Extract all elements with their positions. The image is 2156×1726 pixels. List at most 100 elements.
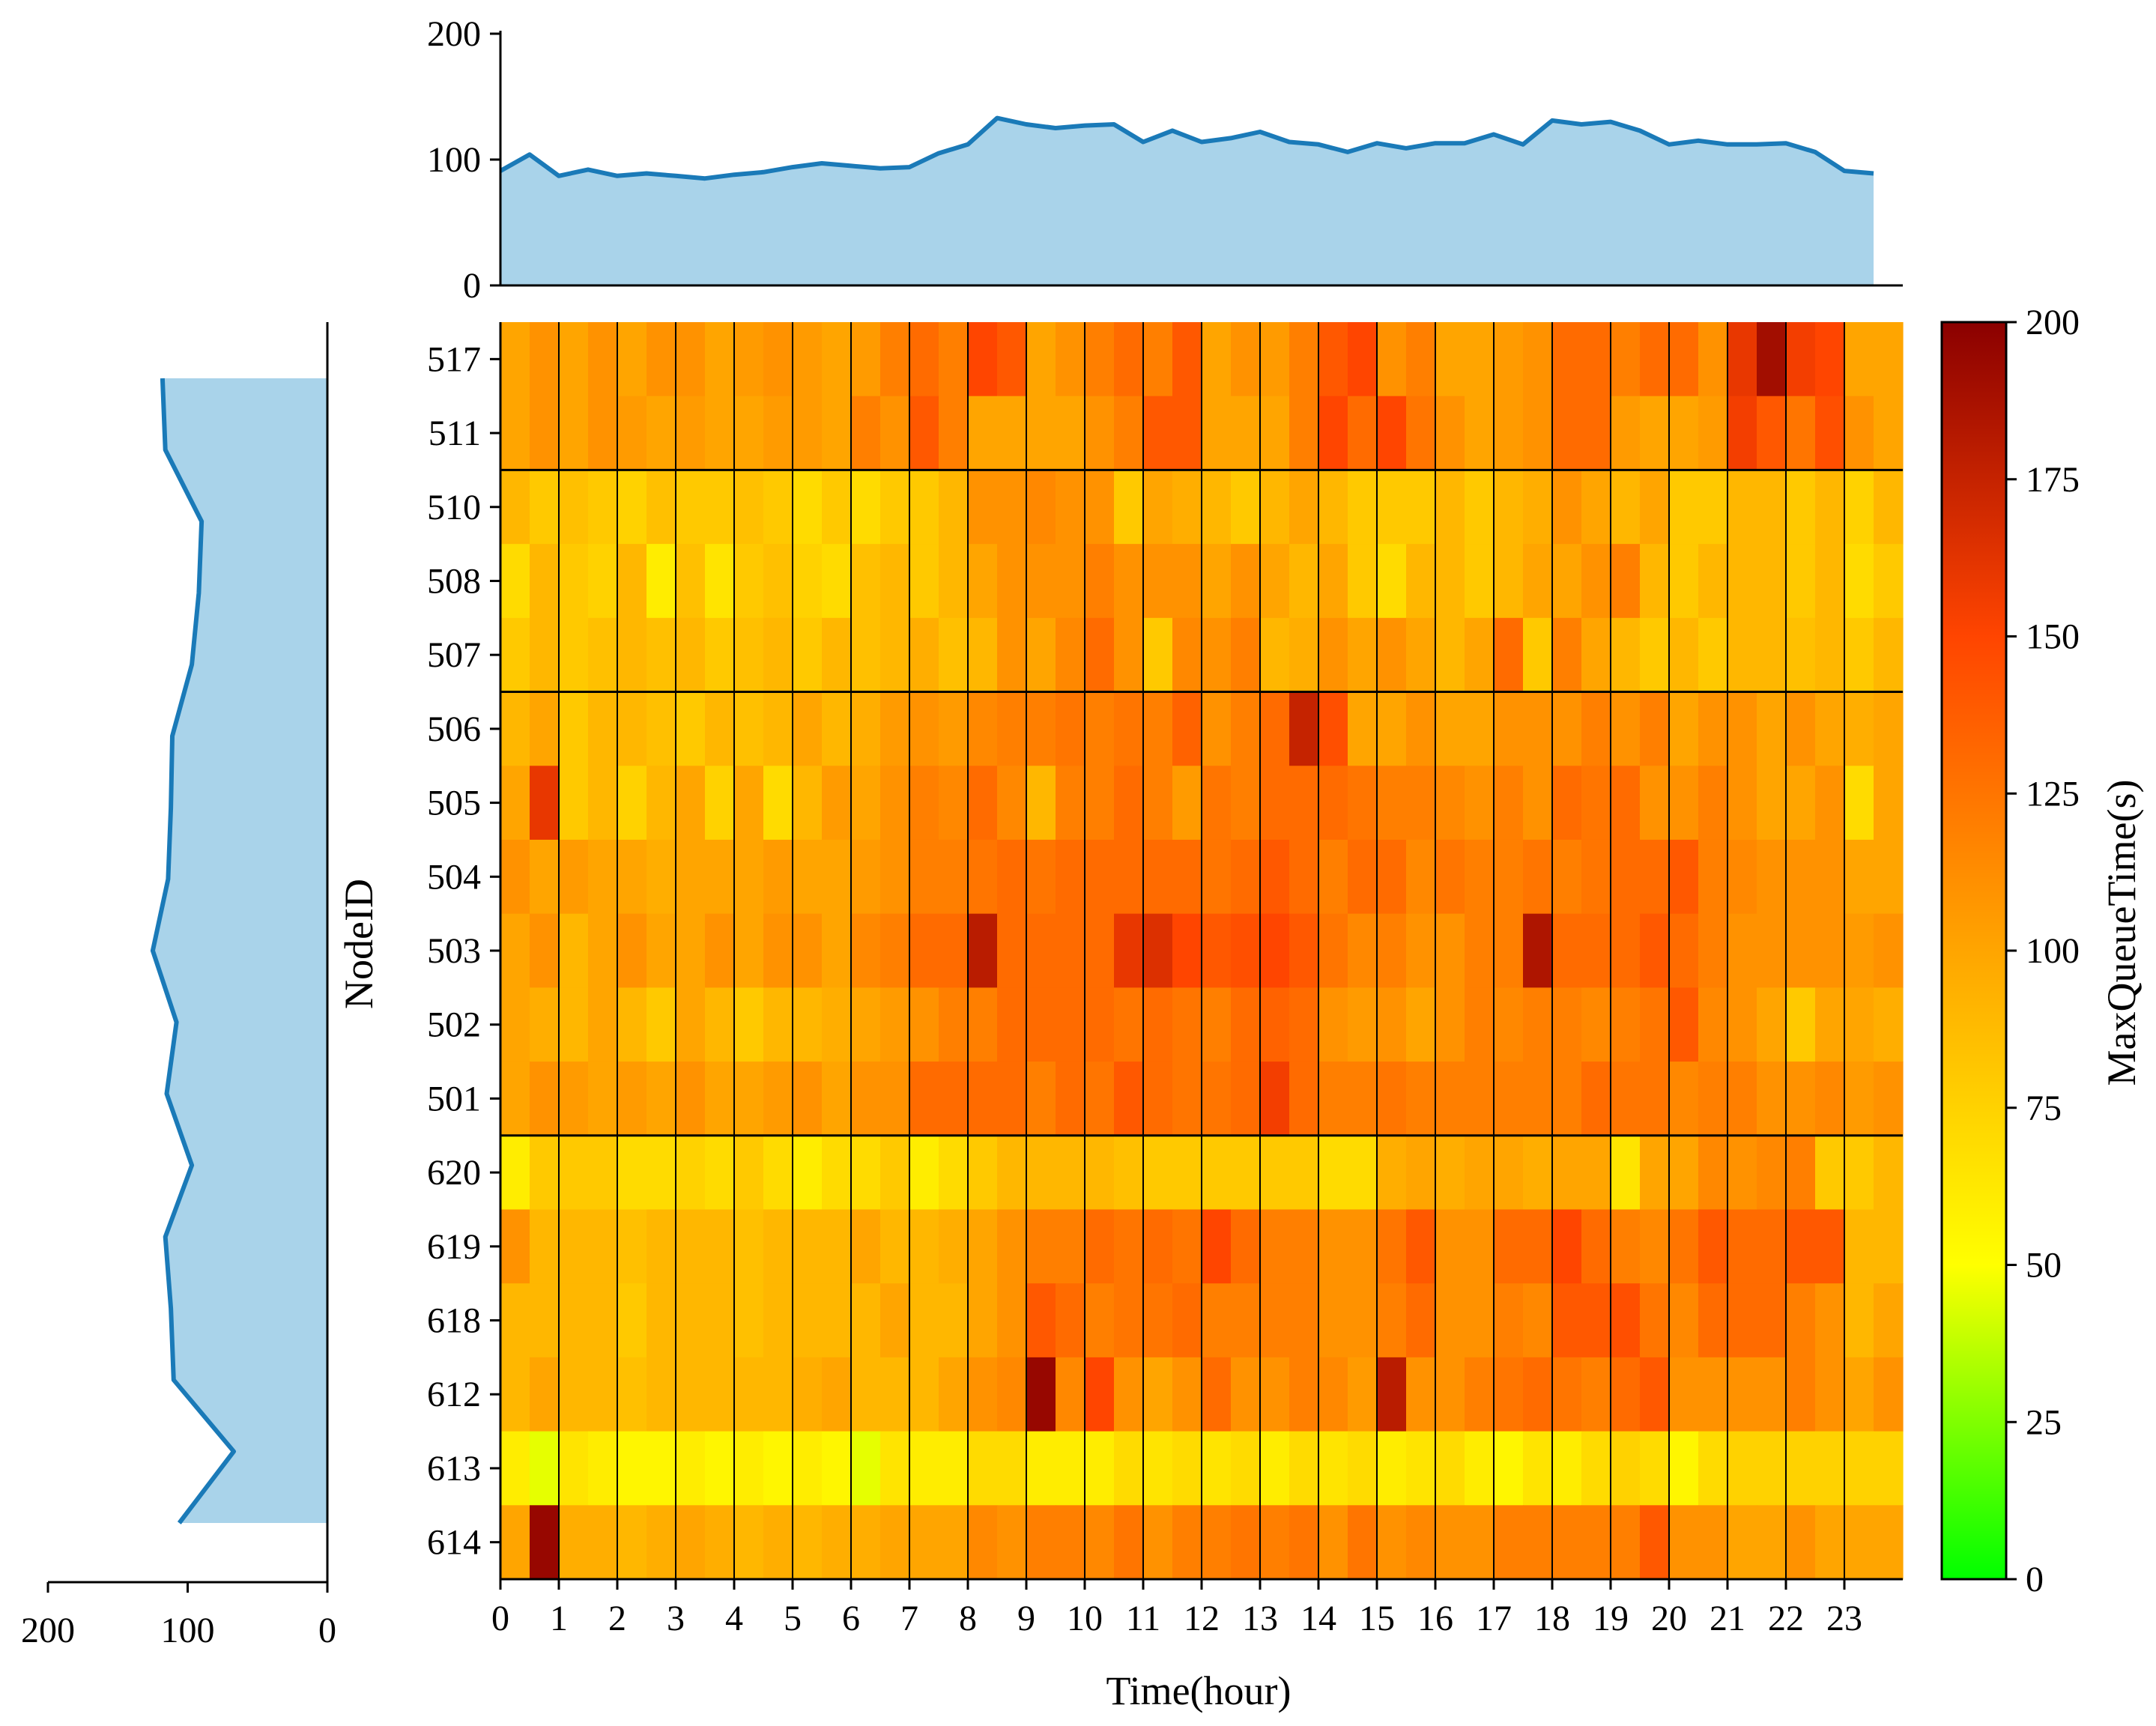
- heatmap-cell: [705, 1505, 735, 1580]
- heatmap-cell: [1844, 1431, 1874, 1506]
- heatmap-cell: [1611, 617, 1641, 693]
- heatmap-cell: [939, 1209, 969, 1284]
- heatmap-cell: [1318, 322, 1348, 397]
- heatmap-cell: [1348, 544, 1378, 619]
- heatmap-cell: [617, 913, 647, 988]
- colorbar-tick-label: 100: [2026, 931, 2080, 971]
- heatmap-cell: [1815, 1062, 1845, 1136]
- heatmap-cell: [1698, 691, 1728, 766]
- heatmap-cell: [1289, 839, 1319, 915]
- heatmap-cell: [1727, 1505, 1757, 1580]
- x-tick-label: 4: [725, 1599, 743, 1638]
- heatmap-cell: [1669, 839, 1699, 915]
- heatmap-cell: [1026, 470, 1056, 545]
- heatmap-cell: [909, 987, 939, 1062]
- heatmap-cell: [1465, 987, 1495, 1062]
- heatmap-cell: [1727, 913, 1757, 988]
- heatmap-cell: [588, 1431, 618, 1506]
- x-tick-label: 0: [491, 1599, 509, 1638]
- heatmap-cell: [1377, 913, 1407, 988]
- heatmap-cell: [1874, 1062, 1904, 1136]
- heatmap-cell: [1786, 617, 1816, 693]
- x-tick-label: 16: [1417, 1599, 1453, 1638]
- heatmap-cell: [588, 839, 618, 915]
- heatmap-cell: [734, 322, 764, 397]
- heatmap-cell: [1844, 1505, 1874, 1580]
- colorbar-label: MaxQueueTime(s): [2099, 780, 2144, 1086]
- heatmap-cell: [822, 987, 852, 1062]
- heatmap-cell: [851, 396, 881, 471]
- heatmap-cell: [1874, 766, 1904, 841]
- heatmap-cell: [647, 617, 676, 693]
- heatmap-cell: [1056, 1431, 1085, 1506]
- heatmap-cell: [1435, 470, 1465, 545]
- heatmap-cell: [1026, 322, 1056, 397]
- heatmap-cell: [676, 691, 706, 766]
- heatmap-cell: [909, 691, 939, 766]
- heatmap-cell: [1435, 913, 1465, 988]
- heatmap-cell: [1494, 470, 1524, 545]
- heatmap-cell: [500, 839, 530, 915]
- heatmap-cell: [1260, 470, 1290, 545]
- heatmap-cell: [705, 839, 735, 915]
- heatmap-cell: [1581, 691, 1611, 766]
- heatmap-cell: [734, 470, 764, 545]
- heatmap-cell: [909, 1062, 939, 1136]
- x-tick-label: 15: [1359, 1599, 1395, 1638]
- heatmap-cell: [1348, 470, 1378, 545]
- y-tick-label: 613: [427, 1449, 481, 1489]
- heatmap-cell: [1202, 766, 1232, 841]
- heatmap-cell: [617, 1135, 647, 1211]
- colorbar: 0 25 50 75 100 125 150 175 200: [1940, 303, 2080, 1599]
- heatmap-cell: [500, 691, 530, 766]
- heatmap-cell: [1611, 1431, 1641, 1506]
- heatmap-cell: [530, 1431, 560, 1506]
- heatmap-cell: [1026, 1505, 1056, 1580]
- heatmap-cell: [1786, 396, 1816, 471]
- y-tick-label: 612: [427, 1375, 481, 1414]
- heatmap-cell: [1786, 691, 1816, 766]
- heatmap-cell: [1844, 470, 1874, 545]
- y-tick-label: 503: [427, 931, 481, 971]
- heatmap-cell: [1056, 1505, 1085, 1580]
- heatmap-cell: [1143, 1283, 1173, 1358]
- heatmap-cell: [1406, 987, 1436, 1062]
- heatmap-cell: [676, 913, 706, 988]
- heatmap-cell: [1844, 987, 1874, 1062]
- heatmap-cell: [1815, 691, 1845, 766]
- heatmap-cell: [1552, 1283, 1582, 1358]
- heatmap-cell: [968, 839, 998, 915]
- heatmap-cell: [997, 839, 1027, 915]
- heatmap-cell: [1348, 322, 1378, 397]
- heatmap-cell: [1026, 766, 1056, 841]
- heatmap-cell: [1026, 691, 1056, 766]
- heatmap-cell: [1611, 322, 1641, 397]
- heatmap-cell: [530, 839, 560, 915]
- heatmap-cell: [1406, 913, 1436, 988]
- heatmap-cell: [1874, 691, 1904, 766]
- heatmap-cell: [793, 691, 823, 766]
- heatmap-cell: [559, 1209, 589, 1284]
- top-marginal-tick-label: 100: [427, 140, 481, 180]
- heatmap-cell: [1085, 1505, 1115, 1580]
- heatmap-cell: [1143, 617, 1173, 693]
- heatmap-cell: [647, 1357, 676, 1432]
- heatmap-cell: [1786, 987, 1816, 1062]
- heatmap-cell: [1698, 987, 1728, 1062]
- heatmap-cell: [1844, 322, 1874, 397]
- heatmap-cell: [559, 691, 589, 766]
- heatmap-cell: [997, 544, 1027, 619]
- heatmap-cell: [1523, 913, 1553, 988]
- heatmap-cell: [822, 470, 852, 545]
- heatmap-cell: [1260, 839, 1290, 915]
- heatmap-cell: [968, 913, 998, 988]
- heatmap-cell: [1465, 322, 1495, 397]
- heatmap-cell: [822, 839, 852, 915]
- heatmap-cell: [1552, 913, 1582, 988]
- heatmap-cell: [1056, 766, 1085, 841]
- heatmap-cell: [1318, 913, 1348, 988]
- heatmap-cell: [1727, 396, 1757, 471]
- heatmap-cell: [530, 1505, 560, 1580]
- heatmap-cell: [1698, 766, 1728, 841]
- x-tick-label: 11: [1126, 1599, 1160, 1638]
